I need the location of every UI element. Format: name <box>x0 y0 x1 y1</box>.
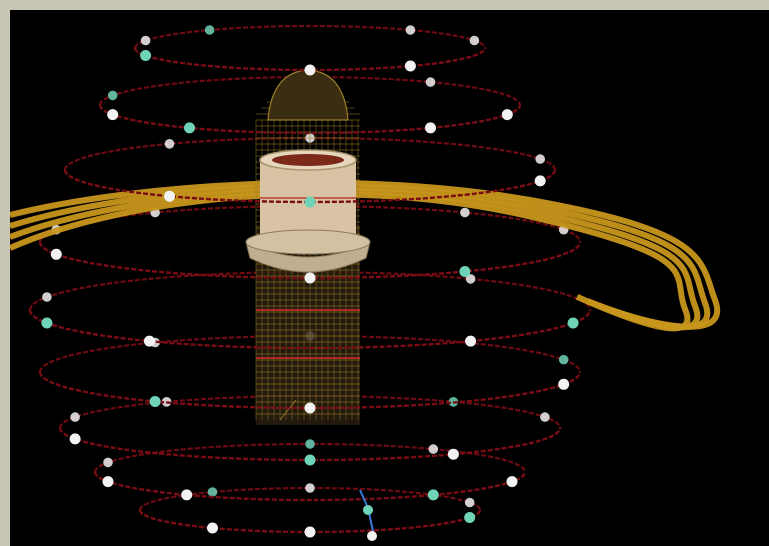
orbit-ring-front <box>138 509 482 534</box>
sample-node-teal <box>558 354 569 365</box>
sample-node-white <box>50 248 62 260</box>
spiral-ribbon <box>10 179 721 332</box>
sample-node-white <box>304 64 316 76</box>
sample-node-white <box>304 526 316 538</box>
sample-node-white <box>469 35 480 46</box>
cylinder-opening <box>272 154 344 166</box>
sample-node-white <box>558 378 570 390</box>
sample-node-white <box>305 483 315 493</box>
axis-gizmo <box>359 489 377 541</box>
sample-node-white <box>103 457 113 468</box>
ribbon-strand <box>10 191 691 332</box>
sample-node-teal <box>204 25 215 35</box>
sample-node-white <box>107 109 119 121</box>
sample-node-white <box>207 522 218 534</box>
sample-node-teal <box>149 396 161 407</box>
sample-node-teal <box>107 90 118 101</box>
sample-node-white <box>464 497 475 508</box>
sample-node-white <box>506 476 518 488</box>
orbit-ring-back <box>138 486 482 511</box>
sample-node-white <box>404 60 416 72</box>
axis-end <box>367 531 377 541</box>
sample-node-white <box>405 25 416 35</box>
sample-node-teal <box>427 489 439 501</box>
tower-cylinder <box>245 149 371 273</box>
scene-canvas <box>10 24 721 541</box>
sample-node-white <box>501 109 513 121</box>
sample-node-white <box>425 77 436 87</box>
sample-nodes-front <box>41 50 579 538</box>
sample-node-teal <box>304 196 316 208</box>
sample-node-white <box>465 274 476 284</box>
sample-node-teal <box>41 317 53 329</box>
sample-node-white <box>304 402 316 414</box>
orbit-ring-back <box>133 24 487 49</box>
orbit-ring-front <box>28 309 592 350</box>
sample-node-white <box>181 489 193 501</box>
collar-top <box>245 229 371 255</box>
sample-node-teal <box>305 439 315 449</box>
sample-node-white <box>304 272 316 284</box>
axis-origin <box>363 505 373 515</box>
sample-node-white <box>140 35 151 46</box>
sample-node-white <box>70 412 80 422</box>
sample-node-white <box>42 292 52 302</box>
tower-model <box>245 69 371 425</box>
orbit-ring-front <box>93 471 527 502</box>
sample-node-white <box>465 335 477 347</box>
sample-node-teal <box>304 454 316 466</box>
sample-node-white <box>447 448 459 460</box>
sample-node-teal <box>184 122 195 134</box>
sample-node-white <box>164 190 175 202</box>
sample-node-teal <box>464 512 476 523</box>
sample-node-teal <box>459 266 471 277</box>
sample-node-white <box>69 433 81 445</box>
ribbon-strand <box>10 179 721 330</box>
sample-node-teal <box>207 487 218 497</box>
sample-node-white <box>102 476 114 488</box>
axis-line <box>359 489 369 509</box>
sample-node-teal <box>567 317 579 329</box>
ribbon-strand <box>10 183 711 330</box>
sample-node-white <box>535 154 545 164</box>
cylinder-collar <box>245 241 371 273</box>
3d-viewport[interactable] <box>10 10 769 546</box>
sample-node-white <box>540 412 550 422</box>
orbit-ring-back <box>98 75 522 106</box>
sample-node-white <box>534 175 546 187</box>
sample-node-white <box>143 335 155 347</box>
sample-node-white <box>425 122 436 134</box>
sample-node-white <box>460 207 470 218</box>
sample-node-white <box>164 139 175 149</box>
sample-node-white <box>428 444 439 454</box>
wire-line <box>279 399 297 421</box>
sample-node-teal <box>140 50 152 61</box>
orbit-ring-front <box>98 104 522 135</box>
